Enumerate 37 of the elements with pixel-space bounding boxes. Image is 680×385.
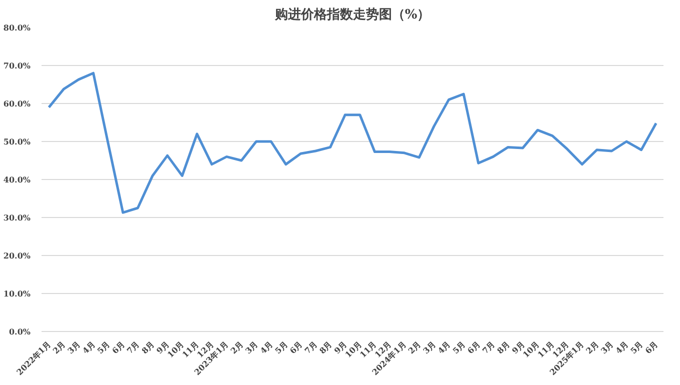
- x-tick-label: 3月: [598, 338, 616, 356]
- x-tick-label: 4月: [436, 338, 452, 356]
- x-tick-label: 2月: [584, 338, 600, 356]
- x-tick-label: 2月: [406, 338, 423, 356]
- y-tick-label: 20.0%: [3, 250, 31, 260]
- x-tick-label: 2月: [50, 338, 68, 356]
- x-tick-label: 4月: [80, 338, 97, 356]
- x-tick-label: 7月: [302, 338, 320, 356]
- line-series: [48, 72, 658, 214]
- y-tick-label: 0.0%: [8, 326, 31, 336]
- x-tick-label: 4月: [613, 338, 630, 356]
- x-tick-label: 3月: [420, 338, 438, 356]
- y-tick-label: 50.0%: [3, 136, 31, 146]
- chart-title: 购进价格指数走势图（%）: [274, 6, 430, 22]
- x-tick-label: 7月: [480, 338, 497, 356]
- x-tick-label: 6月: [288, 338, 304, 356]
- y-tick-label: 40.0%: [3, 174, 31, 184]
- x-tick-label: 5月: [272, 338, 290, 356]
- x-tick-label: 4月: [258, 338, 275, 356]
- x-tick-label: 5月: [450, 338, 468, 356]
- x-tick-label: 7月: [124, 338, 142, 356]
- y-tick-label: 30.0%: [3, 212, 31, 222]
- y-tick-label: 10.0%: [3, 288, 31, 298]
- x-tick-label: 3月: [65, 338, 82, 356]
- y-tick-label: 60.0%: [3, 98, 31, 108]
- x-tick-label: 6月: [642, 338, 660, 356]
- x-tick-label: 6月: [465, 338, 482, 356]
- x-tick-label: 8月: [139, 338, 156, 356]
- x-tick-label: 2月: [228, 338, 245, 356]
- y-tick-label: 70.0%: [3, 60, 31, 70]
- y-tick-label: 80.0%: [3, 22, 31, 32]
- x-tick-label: 5月: [95, 338, 112, 356]
- x-tick-label: 3月: [243, 338, 260, 356]
- x-tick-label: 5月: [628, 338, 645, 356]
- x-tick-label: 8月: [317, 338, 334, 356]
- x-tick-label: 8月: [494, 338, 512, 356]
- x-tick-label: 6月: [110, 338, 126, 356]
